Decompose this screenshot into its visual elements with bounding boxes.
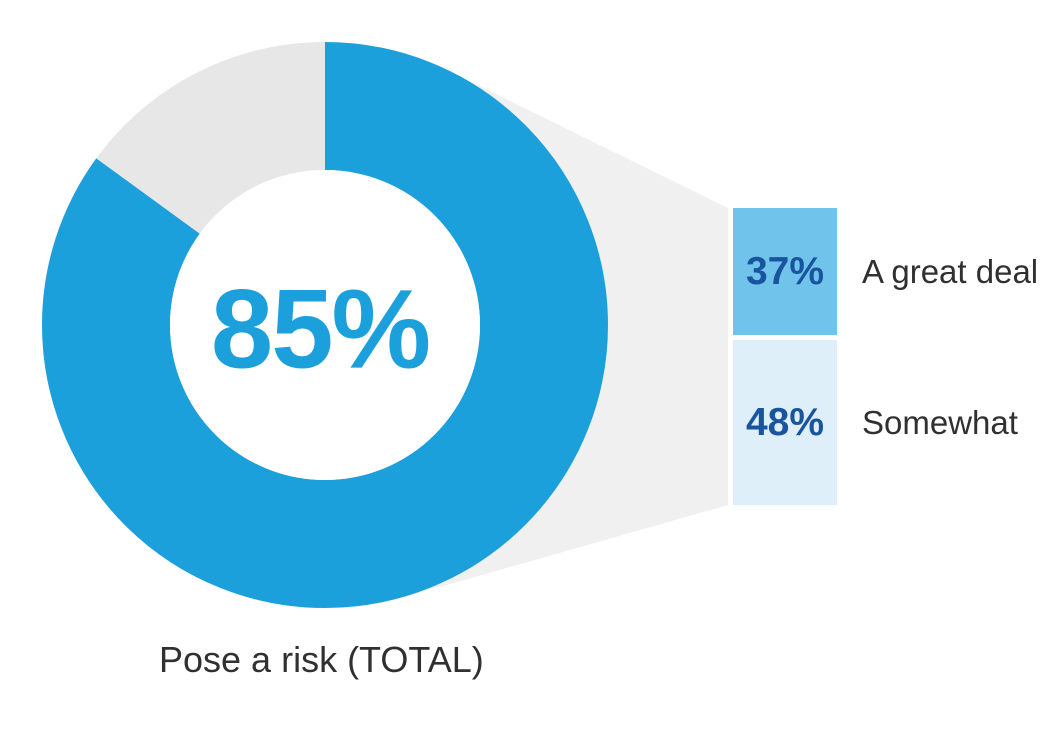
total-caption: Pose a risk (TOTAL) (159, 639, 484, 681)
segment-label-a-great-deal: A great deal (862, 253, 1038, 291)
segment-value-a-great-deal: 37% (746, 250, 824, 294)
segment-box-a-great-deal: 37% (733, 208, 837, 335)
donut-chart-svg (0, 0, 1064, 730)
segment-label-somewhat: Somewhat (862, 404, 1018, 442)
donut-breakdown-infographic: 85% 37% 48% A great deal Somewhat Pose a… (0, 0, 1064, 730)
segment-box-somewhat: 48% (733, 340, 837, 505)
segment-value-somewhat: 48% (746, 401, 824, 445)
donut-center-value: 85% (211, 265, 429, 394)
